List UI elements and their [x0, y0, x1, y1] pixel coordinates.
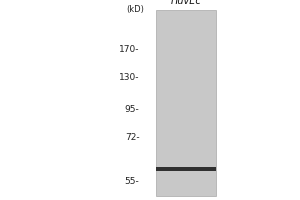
- Text: 72-: 72-: [125, 132, 140, 142]
- Text: (kD): (kD): [126, 5, 144, 14]
- Bar: [156, 10, 216, 196]
- Text: HuvEc: HuvEc: [171, 0, 201, 6]
- Text: 170-: 170-: [119, 45, 140, 53]
- Bar: [156, 167, 216, 171]
- Text: 55-: 55-: [125, 178, 140, 186]
- Text: 95-: 95-: [125, 104, 140, 114]
- Text: 130-: 130-: [119, 72, 140, 82]
